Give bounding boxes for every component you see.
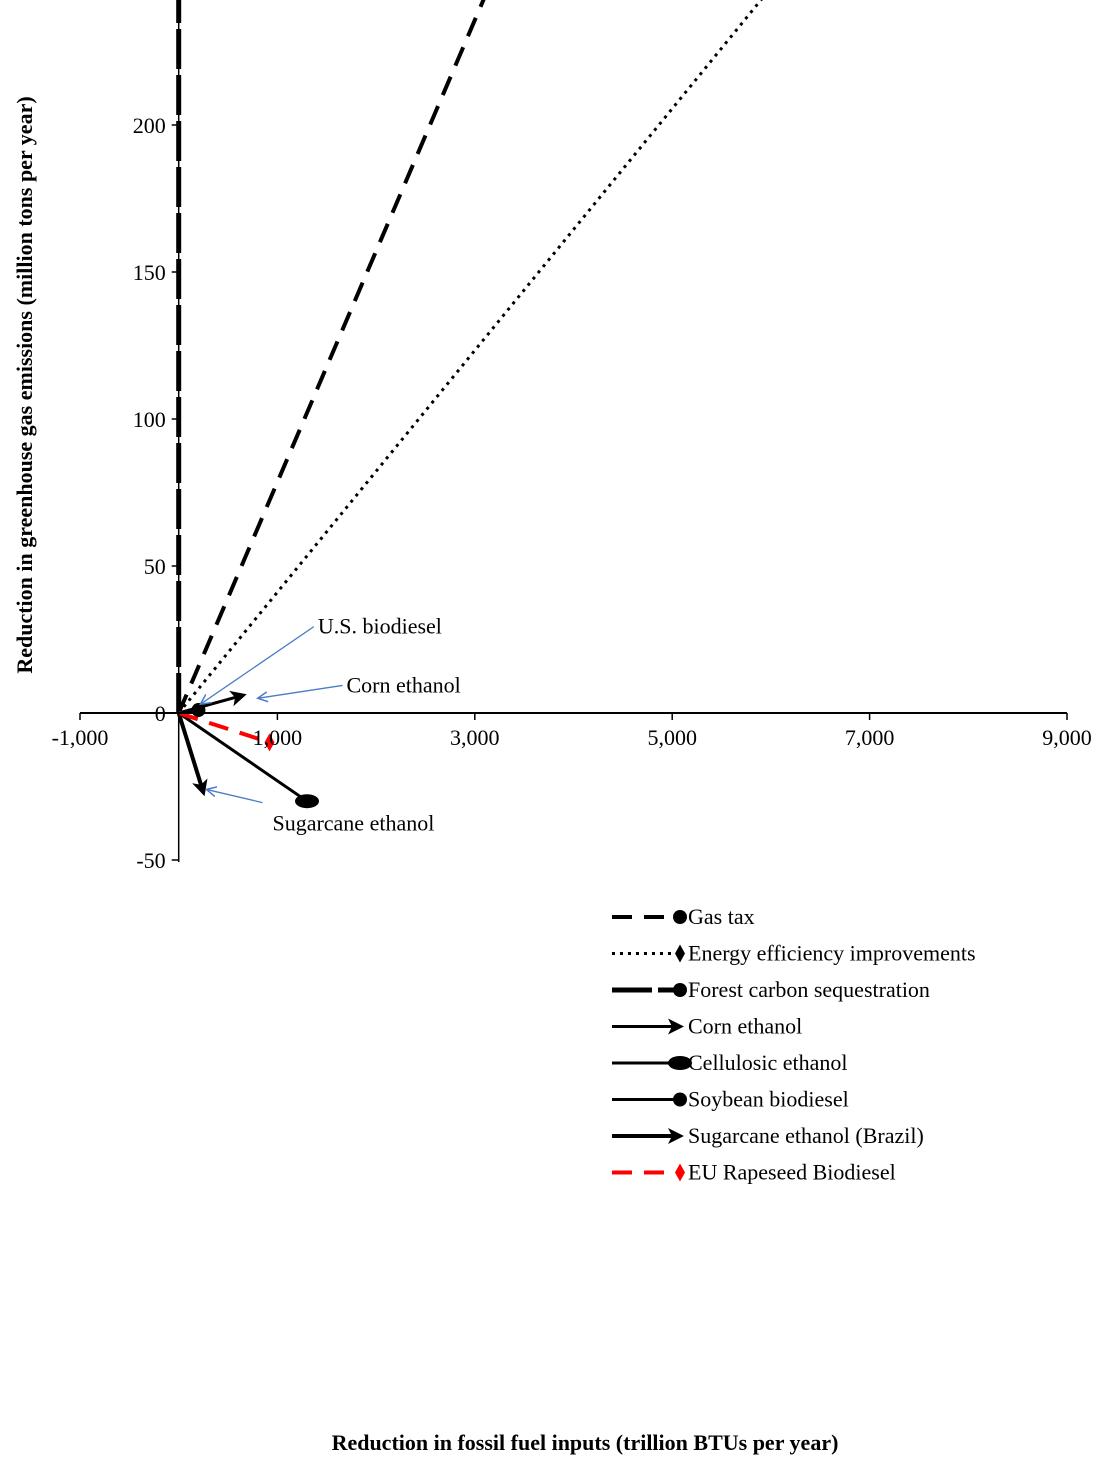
x-ticks: -1,000 1,000 3,000 5,000 7,000 9,000 <box>52 713 1092 750</box>
x-tick-label: 5,000 <box>647 725 697 750</box>
series-end-marker <box>229 690 247 707</box>
y-tick-label: -50 <box>136 848 165 873</box>
series-line <box>176 712 206 793</box>
x-axis-title: Reduction in fossil fuel inputs (trillio… <box>332 1430 839 1455</box>
y-tick-label: 150 <box>133 260 166 285</box>
legend-entry: EU Rapeseed Biodiesel <box>612 1160 896 1185</box>
series-line <box>176 0 486 714</box>
legend-label: Sugarcane ethanol (Brazil) <box>688 1123 924 1148</box>
legend-marker <box>668 1056 692 1070</box>
annotation-label: Corn ethanol <box>346 672 460 697</box>
series-line <box>178 711 271 745</box>
legend-entry: Sugarcane ethanol (Brazil) <box>612 1123 924 1148</box>
x-tick-label: -1,000 <box>52 725 109 750</box>
legend-entry: Energy efficiency improvements <box>612 941 976 966</box>
series-end-marker <box>264 733 275 752</box>
legend-marker <box>675 1163 685 1182</box>
annotation-arrow <box>200 626 315 705</box>
axes-layer: -1,000 1,000 3,000 5,000 7,000 9,000 -50 0 50 10… <box>52 0 1092 873</box>
series-energy-efficiency-improvements <box>177 0 763 714</box>
legend-entry: Gas tax <box>612 904 755 929</box>
legend-label: Cellulosic ethanol <box>688 1050 847 1075</box>
series-line <box>177 0 763 714</box>
legend-marker <box>673 983 687 997</box>
x-tick-label: 3,000 <box>450 725 500 750</box>
x-tick-label: 7,000 <box>845 725 895 750</box>
x-tick-label: 9,000 <box>1042 725 1092 750</box>
legend-label: Gas tax <box>688 904 755 929</box>
legend-entry: Corn ethanol <box>612 1014 802 1039</box>
y-axis-title: Reduction in greenhouse gas emissions (m… <box>12 96 37 673</box>
legend-marker <box>668 1128 684 1144</box>
series-sugarcane-ethanol-brazil <box>176 712 208 797</box>
series-line <box>177 711 308 803</box>
legend-label: Corn ethanol <box>688 1014 802 1039</box>
series-cellulosic-ethanol <box>177 711 320 809</box>
annotation-label: U.S. biodiesel <box>318 614 442 639</box>
legend-marker <box>668 1018 684 1035</box>
y-tick-label: 0 <box>155 701 166 726</box>
y-ticks: -50050100150200250300350400 <box>133 113 179 873</box>
series-end-marker <box>295 794 320 809</box>
legend-entry: Cellulosic ethanol <box>612 1050 847 1075</box>
annotation-label: Sugarcane ethanol <box>272 811 434 836</box>
legend-marker <box>673 1092 687 1107</box>
annotation: U.S. biodiesel <box>200 614 442 705</box>
series-end-marker <box>191 703 206 718</box>
y-tick-label: 200 <box>133 113 166 138</box>
legend-marker <box>673 910 687 924</box>
annotation-layer: U.S. biodiesel Corn ethanol Sugarcane etha… <box>200 614 461 836</box>
legend-entry: Soybean biodiesel <box>612 1087 849 1112</box>
annotation: Sugarcane ethanol <box>206 789 434 836</box>
legend-entry: Forest carbon sequestration <box>612 977 930 1002</box>
plot-area: U.S. biodiesel Corn ethanol Sugarcane etha… <box>52 0 1092 873</box>
series-layer <box>176 0 763 809</box>
x-tick-label: 1,000 <box>253 725 303 750</box>
annotation-arrow <box>206 789 263 804</box>
series-gas-tax <box>176 0 486 714</box>
y-tick-label: 50 <box>144 554 166 579</box>
legend-label: Forest carbon sequestration <box>688 977 930 1002</box>
y-tick-label: 100 <box>133 407 166 432</box>
series-eu-rapeseed-biodiesel <box>178 711 275 752</box>
legend-marker <box>675 944 685 963</box>
legend: Gas tax Energy efficiency improvements For… <box>612 904 976 1185</box>
legend-label: Soybean biodiesel <box>688 1087 849 1112</box>
legend-label: EU Rapeseed Biodiesel <box>688 1160 896 1185</box>
annotation: Corn ethanol <box>258 672 461 698</box>
series-end-marker <box>192 778 208 797</box>
legend-label: Energy efficiency improvements <box>688 941 976 966</box>
annotation-arrow <box>258 684 343 698</box>
